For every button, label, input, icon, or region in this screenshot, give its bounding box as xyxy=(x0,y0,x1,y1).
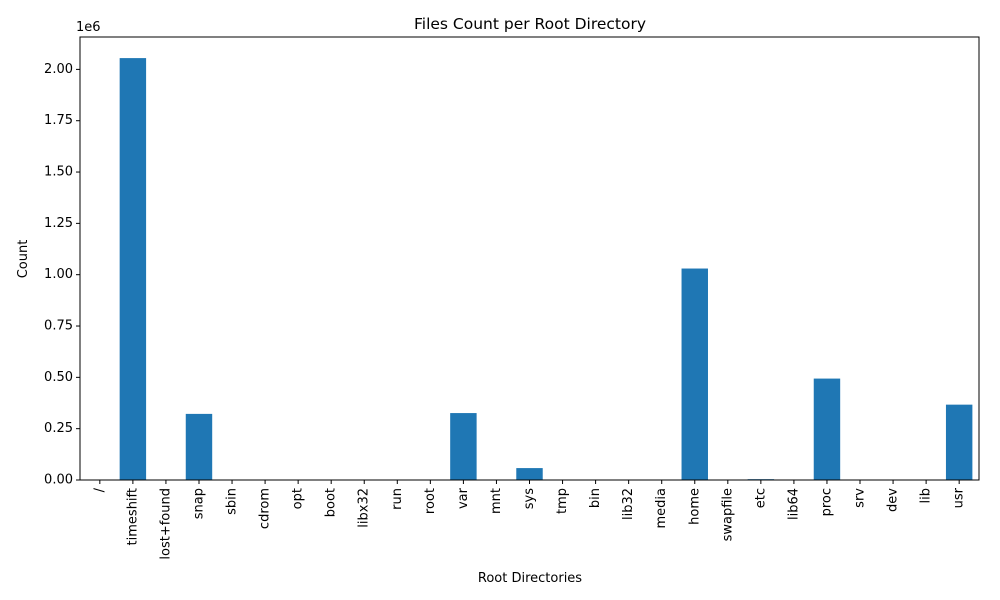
x-tick-label-11: var xyxy=(456,487,471,509)
x-tick-label-23: srv xyxy=(853,488,868,508)
x-tick-label-5: cdrom xyxy=(258,488,273,529)
x-tick-label-16: lib32 xyxy=(621,488,636,520)
x-tick-label-6: opt xyxy=(291,488,306,509)
x-tick-label-19: swapfile xyxy=(720,488,735,541)
x-tick-label-24: dev xyxy=(886,488,901,512)
bar-3 xyxy=(185,413,213,480)
y-tick-label-3: 0.75 xyxy=(44,319,73,334)
x-tick-label-3: snap xyxy=(191,488,206,519)
y-axis-ticks: 0.00 0.25 0.50 0.75 1.00 1.25 1.50 1.75 2.00 xyxy=(44,62,80,488)
x-tick-label-21: lib64 xyxy=(786,488,801,520)
bar-22 xyxy=(813,378,841,480)
y-tick-label-5: 1.25 xyxy=(44,216,73,231)
x-axis-ticks: / timeshift lost+found snap sbin cdrom opt boot… xyxy=(92,480,967,560)
y-tick-label-6: 1.50 xyxy=(44,165,73,180)
x-tick-label-8: libx32 xyxy=(357,488,372,528)
x-tick-label-13: sys xyxy=(522,488,537,509)
x-tick-label-12: mnt xyxy=(489,488,504,514)
x-tick-label-26: usr xyxy=(952,487,967,508)
bars-group xyxy=(119,58,973,480)
y-axis-title: Count xyxy=(16,240,31,279)
chart-title: Files Count per Root Directory xyxy=(414,15,646,33)
x-tick-label-1: timeshift xyxy=(125,488,140,545)
plot-area-frame xyxy=(79,36,980,481)
x-tick-label-20: etc xyxy=(753,488,768,508)
bar-18 xyxy=(681,268,708,480)
y-tick-label-8: 2.00 xyxy=(44,62,73,77)
x-axis-title: Root Directories xyxy=(478,571,582,586)
bar-11 xyxy=(450,413,477,480)
x-tick-label-14: tmp xyxy=(555,488,570,514)
y-axis-offset-label: 1e6 xyxy=(76,20,101,35)
x-tick-label-22: proc xyxy=(819,488,834,516)
y-tick-label-7: 1.75 xyxy=(44,113,73,128)
x-tick-label-2: lost+found xyxy=(158,488,173,560)
x-tick-label-0: / xyxy=(92,487,107,492)
bar-13 xyxy=(516,468,543,480)
y-tick-label-2: 0.50 xyxy=(44,370,73,385)
x-tick-label-18: home xyxy=(687,488,702,525)
x-tick-label-4: sbin xyxy=(225,488,240,515)
y-tick-label-1: 0.25 xyxy=(44,421,73,436)
x-tick-label-9: run xyxy=(390,488,405,510)
y-tick-label-0: 0.00 xyxy=(44,473,73,488)
bar-1 xyxy=(119,58,147,480)
x-tick-label-17: media xyxy=(654,488,669,529)
x-tick-label-15: bin xyxy=(588,488,603,508)
x-tick-label-7: boot xyxy=(324,488,339,517)
y-tick-label-4: 1.00 xyxy=(44,267,73,282)
bar-26 xyxy=(945,404,973,480)
x-tick-label-10: root xyxy=(423,488,438,514)
x-tick-label-25: lib xyxy=(919,488,934,503)
